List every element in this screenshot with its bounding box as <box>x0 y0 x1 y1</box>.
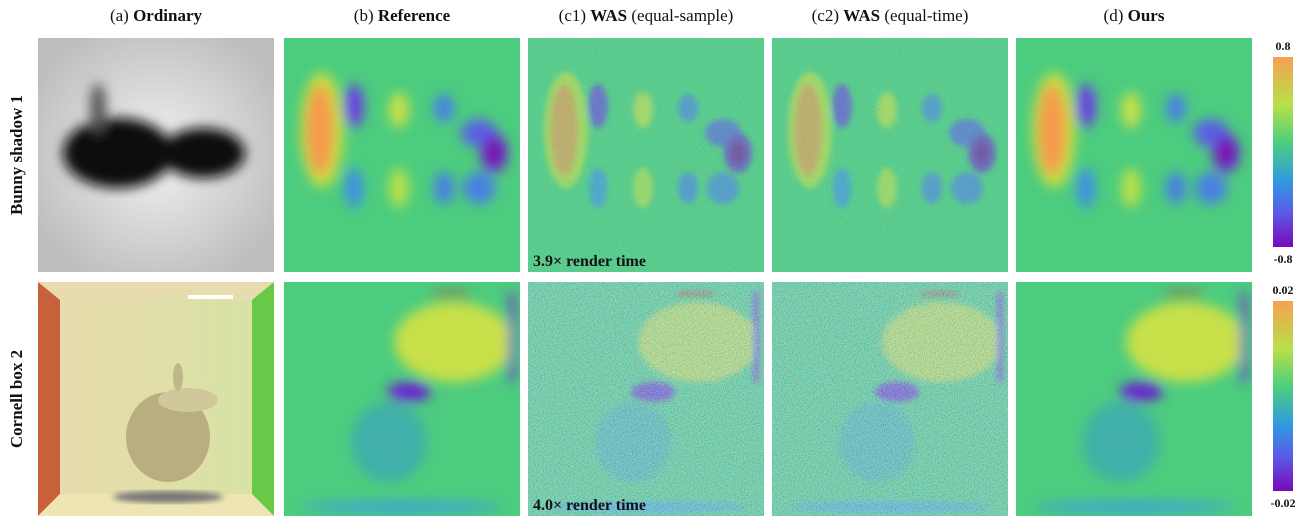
blob <box>1121 168 1141 208</box>
blob <box>344 84 364 128</box>
column-header: (b) Reference <box>354 6 451 25</box>
blob <box>1119 382 1163 402</box>
blob <box>1126 302 1246 382</box>
image-panel <box>284 282 520 516</box>
header-prefix: (b) <box>354 6 374 25</box>
diff-blobs <box>302 292 515 512</box>
shadow <box>63 118 173 188</box>
blob <box>1076 84 1096 128</box>
column-header: (c2) WAS (equal-time) <box>812 6 969 25</box>
blob <box>387 382 431 402</box>
blob <box>1195 172 1227 204</box>
column-header: (c1) WAS (equal-sample) <box>559 6 734 25</box>
image-panel: 3.9× render time <box>528 38 764 272</box>
blob <box>1038 84 1066 176</box>
noise <box>528 38 764 272</box>
blob <box>1083 402 1159 482</box>
blob <box>1166 94 1186 122</box>
blob <box>351 402 427 482</box>
colorbar-min: -0.8 <box>1274 252 1293 266</box>
shadow <box>63 83 245 188</box>
colorbar <box>1273 57 1293 247</box>
noise <box>772 282 1008 516</box>
blob <box>1218 141 1234 165</box>
header-suffix: (equal-time) <box>884 6 968 25</box>
noise <box>528 282 764 516</box>
right-wall <box>252 282 274 516</box>
header-prefix: (c1) <box>559 6 586 25</box>
diff-blobs <box>1034 292 1247 512</box>
image-panel <box>284 38 520 272</box>
blob <box>434 172 454 204</box>
blob <box>1166 292 1201 296</box>
image-panel <box>772 282 1008 516</box>
column-header: (d) Ours <box>1104 6 1165 25</box>
blob <box>1241 292 1247 382</box>
header-bold: Ours <box>1128 6 1165 25</box>
header-bold: Reference <box>378 6 451 25</box>
diff-blobs <box>1032 72 1240 208</box>
pot-lid <box>158 388 218 412</box>
blob <box>389 168 409 208</box>
image-panel <box>1016 38 1252 272</box>
annotation: 3.9× render time <box>533 253 646 270</box>
column-header: (a) Ordinary <box>110 6 203 25</box>
row-label: Bunny shadow 1 <box>7 95 26 215</box>
blob <box>434 94 454 122</box>
header-prefix: (d) <box>1104 6 1124 25</box>
image-panel: 4.0× render time <box>528 282 764 516</box>
header-bold: WAS <box>843 6 880 25</box>
blob <box>302 502 502 512</box>
header-prefix: (a) <box>110 6 129 25</box>
colorbar-min: -0.02 <box>1271 496 1296 510</box>
header-suffix: (equal-sample) <box>631 6 733 25</box>
light <box>188 295 233 299</box>
diff-blobs <box>300 72 508 208</box>
row-label: Cornell box 2 <box>7 350 26 448</box>
blob <box>463 172 495 204</box>
pot <box>126 392 210 482</box>
image-panel <box>38 282 274 516</box>
image-panel <box>1016 282 1252 516</box>
annotation: 4.0× render time <box>533 497 646 514</box>
blob <box>1121 92 1141 128</box>
colorbar <box>1273 301 1293 491</box>
blob <box>509 292 515 382</box>
left-wall <box>38 282 60 516</box>
blob <box>1166 172 1186 204</box>
noise <box>772 38 1008 272</box>
blob <box>389 92 409 128</box>
colorbar-max: 0.8 <box>1276 39 1291 53</box>
blob <box>345 168 363 208</box>
floor-shadow <box>113 491 223 503</box>
header-bold: Ordinary <box>133 6 202 25</box>
image-panel <box>772 38 1008 272</box>
pot-handle <box>173 363 183 391</box>
colorbar-max: 0.02 <box>1273 283 1294 297</box>
blob <box>394 302 514 382</box>
blob <box>1077 168 1095 208</box>
blob <box>434 292 469 296</box>
shadow <box>161 128 245 178</box>
blob <box>486 141 502 165</box>
blob <box>306 84 334 176</box>
header-prefix: (c2) <box>812 6 839 25</box>
blob <box>1034 502 1234 512</box>
header-bold: WAS <box>590 6 627 25</box>
image-panel <box>38 38 274 272</box>
shadow <box>90 83 106 133</box>
